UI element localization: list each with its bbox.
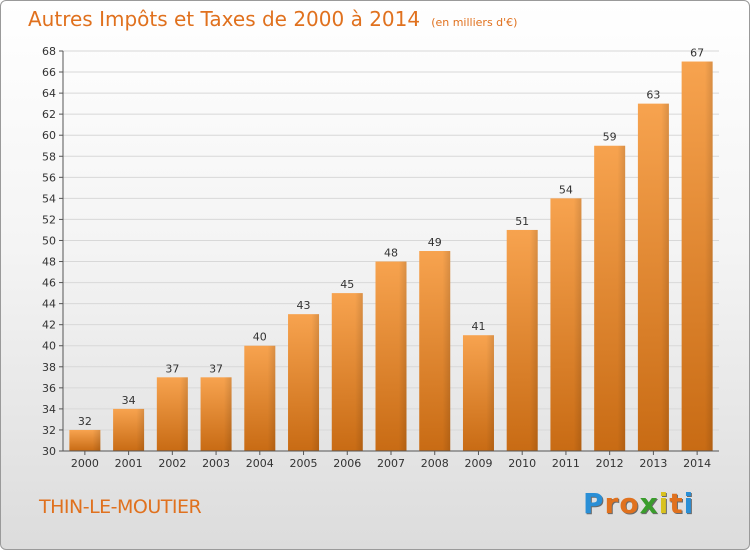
- commune-name: THIN-LE-MOUTIER: [39, 496, 202, 518]
- data-label: 45: [340, 278, 354, 291]
- bar-shade: [462, 335, 494, 451]
- bar-shade: [419, 251, 451, 451]
- chart-title: Autres Impôts et Taxes de 2000 à 2014: [28, 7, 421, 31]
- y-tick-label: 38: [42, 361, 56, 374]
- bar-shade: [594, 145, 626, 451]
- y-tick-label: 46: [42, 277, 56, 290]
- data-labels: 32 34 37 37 40 43 45 48 49 41 51 54 59 63 67: [78, 47, 704, 428]
- logo-letter: r: [604, 487, 620, 520]
- y-tick-label: 50: [42, 234, 56, 247]
- x-tick-label: 2011: [552, 457, 580, 470]
- data-label: 41: [471, 320, 485, 333]
- bar-shade: [506, 229, 538, 451]
- data-label: 43: [297, 299, 311, 312]
- y-tick-label: 68: [42, 45, 56, 58]
- data-label: 67: [690, 47, 704, 60]
- x-axis-ticks: 2000 2001 2002 2003 2004 2005 2006 2007 2008 2009…: [71, 451, 711, 470]
- y-tick-label: 48: [42, 256, 56, 269]
- logo-letter: i: [658, 487, 670, 520]
- y-tick-label: 52: [42, 213, 56, 226]
- y-tick-label: 64: [42, 87, 56, 100]
- y-tick-label: 62: [42, 108, 56, 121]
- y-tick-label: 34: [42, 403, 56, 416]
- bar-shade: [375, 261, 407, 451]
- x-tick-label: 2002: [158, 457, 186, 470]
- bar-shade: [637, 103, 669, 451]
- y-axis-ticks: 30 32 34 36 38 40 42 44 46 48 50 52 54 56 58 60 62 64 66 68: [42, 45, 63, 458]
- x-tick-label: 2010: [508, 457, 536, 470]
- data-label: 54: [559, 183, 573, 196]
- data-label: 49: [428, 236, 442, 249]
- bars: [69, 61, 713, 452]
- data-label: 32: [78, 415, 92, 428]
- y-tick-label: 58: [42, 150, 56, 163]
- bar-shade: [244, 345, 276, 451]
- y-tick-label: 40: [42, 340, 56, 353]
- x-tick-label: 2003: [202, 457, 230, 470]
- x-tick-label: 2009: [464, 457, 492, 470]
- data-label: 51: [515, 215, 529, 228]
- y-tick-label: 32: [42, 424, 56, 437]
- data-label: 63: [646, 89, 660, 102]
- y-tick-label: 54: [42, 192, 56, 205]
- bar-shade: [681, 61, 713, 452]
- x-tick-label: 2005: [290, 457, 318, 470]
- y-tick-label: 56: [42, 171, 56, 184]
- x-tick-label: 2006: [333, 457, 361, 470]
- proxiti-logo: Proxiti: [583, 487, 694, 520]
- bar-shade: [156, 377, 188, 451]
- data-label: 40: [253, 331, 267, 344]
- y-tick-label: 30: [42, 445, 56, 458]
- data-label: 34: [122, 394, 136, 407]
- y-tick-label: 36: [42, 382, 56, 395]
- logo-letter: x: [639, 487, 659, 520]
- bar-shade: [69, 429, 101, 451]
- bar-shade: [288, 314, 320, 451]
- logo-letter: P: [583, 487, 605, 520]
- bar-shade: [200, 377, 232, 451]
- logo-letter: o: [619, 487, 640, 520]
- y-tick-label: 42: [42, 319, 56, 332]
- x-tick-label: 2014: [683, 457, 711, 470]
- y-tick-label: 66: [42, 66, 56, 79]
- x-tick-label: 2012: [596, 457, 624, 470]
- bar-shade: [331, 293, 363, 451]
- x-tick-label: 2004: [246, 457, 274, 470]
- x-tick-label: 2007: [377, 457, 405, 470]
- x-tick-label: 2000: [71, 457, 99, 470]
- x-tick-label: 2008: [421, 457, 449, 470]
- bar-shade: [550, 198, 582, 451]
- logo-letter: i: [683, 487, 695, 520]
- logo-letter: t: [669, 487, 684, 520]
- data-label: 48: [384, 247, 398, 260]
- axes: [62, 51, 719, 452]
- bar-shade: [113, 408, 145, 451]
- unit-note: (en milliers d'€): [431, 16, 518, 29]
- x-tick-label: 2013: [639, 457, 667, 470]
- data-label: 37: [209, 362, 223, 375]
- data-label: 59: [603, 131, 617, 144]
- title-row: Autres Impôts et Taxes de 2000 à 2014 (e…: [28, 7, 517, 31]
- data-label: 37: [165, 362, 179, 375]
- x-tick-label: 2001: [115, 457, 143, 470]
- y-tick-label: 60: [42, 129, 56, 142]
- y-tick-label: 44: [42, 298, 56, 311]
